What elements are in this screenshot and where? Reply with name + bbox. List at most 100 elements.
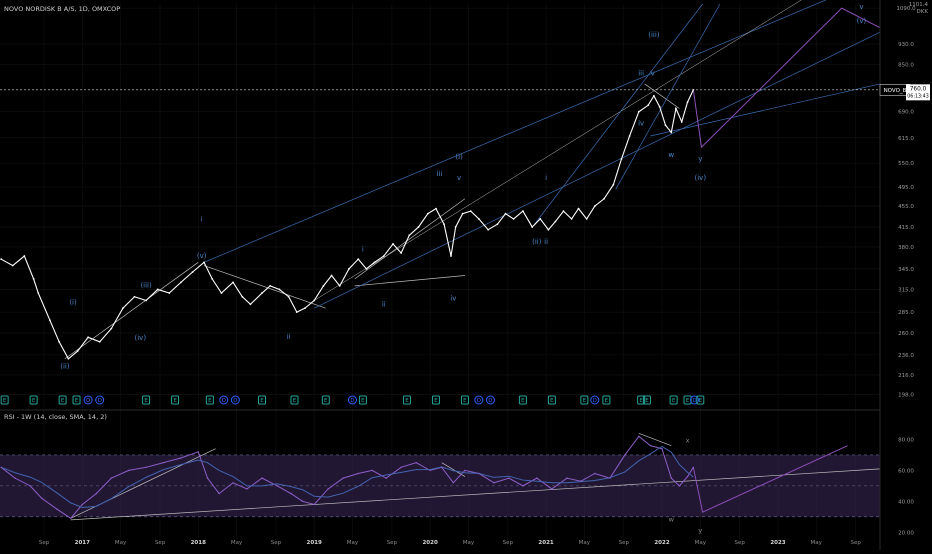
price-point: [220, 292, 223, 294]
price-tick-label: 236.0: [898, 353, 914, 359]
earnings-badge-icon: [29, 395, 38, 405]
price-tick-label: 345.0: [898, 267, 914, 273]
price-point: [570, 218, 573, 220]
rsi-panel: [0, 454, 880, 518]
wave-label: v: [457, 174, 461, 182]
dividend-badge-icon: [347, 395, 357, 405]
price-point: [392, 243, 394, 245]
price-point: [426, 212, 429, 215]
wave-label: (ii): [60, 363, 70, 371]
price-point: [133, 295, 136, 298]
wave-label: y: [698, 155, 702, 163]
rsi-point: [415, 461, 417, 464]
price-point: [554, 220, 557, 223]
event-badge: E: [321, 395, 330, 405]
wave-label: (iv): [695, 174, 707, 182]
dividend-badge-text: D: [233, 398, 237, 404]
price-point: [512, 218, 515, 220]
rsi-point: [206, 477, 209, 479]
earnings-badge-icon: [460, 395, 469, 405]
wave-label: (iii): [648, 31, 660, 39]
price-point: [680, 120, 683, 123]
rsi-ma-line: [0, 445, 694, 509]
rsi-point: [29, 485, 31, 487]
rsi-tick-label: 80.00: [898, 437, 914, 443]
earnings-badge-icon: [72, 395, 81, 405]
price-tag-value: 760.0: [910, 86, 927, 92]
price-point: [373, 261, 376, 264]
rsi-point: [342, 477, 344, 479]
price-tick-label: 1090.0: [896, 6, 916, 12]
dividend-badge-icon: [230, 395, 240, 405]
rsi-point: [609, 477, 611, 479]
trendline-channel-bottom: [354, 275, 465, 287]
rsi-point: [692, 466, 695, 469]
price-point: [313, 299, 316, 302]
price-point: [603, 197, 605, 200]
dividend-badge-icon: [485, 395, 495, 405]
price-point: [58, 340, 61, 343]
price-point: [191, 271, 194, 274]
earnings-badge-icon: [580, 395, 589, 405]
event-badge: E: [258, 395, 267, 405]
wave-label: iii: [436, 170, 442, 178]
rsi-point: [261, 477, 263, 479]
time-tick-label: Sep: [39, 540, 50, 546]
rsi-point: [197, 451, 199, 453]
price-point: [357, 258, 360, 261]
price-point: [382, 255, 385, 257]
price-point: [612, 183, 615, 186]
earnings-badge-icon: [205, 395, 214, 405]
earnings-badge-icon: [431, 395, 440, 405]
rsi-point: [441, 466, 443, 469]
price-point: [675, 107, 677, 110]
earnings-badge-text: E: [208, 398, 212, 404]
rsi-point: [70, 517, 72, 520]
rsi-tick-label: 40.00: [898, 499, 914, 505]
event-badge: E: [358, 395, 367, 405]
event-badge: E: [171, 395, 180, 405]
trendline-wave-iv: [644, 83, 680, 109]
rsi-point: [276, 485, 278, 487]
price-point: [585, 218, 588, 220]
event-badge: E: [0, 395, 9, 405]
rsi-point: [145, 466, 147, 469]
price-point: [261, 292, 263, 294]
wave-label: ii: [382, 301, 386, 309]
rsi-point: [371, 469, 373, 472]
price-tick-label: 216.0: [898, 373, 914, 379]
event-badge: E: [580, 395, 589, 405]
rsi-forecast-path: [692, 445, 848, 513]
rsi-trendline-peak: [638, 432, 672, 446]
price-point: [76, 350, 79, 352]
price-point: [168, 292, 171, 294]
earnings-badge-text: E: [75, 398, 79, 404]
rsi-point: [566, 477, 568, 479]
earnings-badge-text: E: [293, 398, 297, 404]
price-point: [593, 205, 596, 208]
price-point: [287, 295, 290, 298]
rsi-point: [56, 508, 58, 510]
event-badge: D: [230, 395, 240, 405]
rsi-title: RSI - 1W (14, close, SMA, 14, 2): [4, 413, 107, 421]
price-point: [278, 288, 281, 291]
rsi-point: [624, 454, 626, 456]
time-tick-label: Sep: [155, 540, 166, 546]
wave-label: (ii): [532, 238, 542, 246]
current-price-marker[interactable]: NOVO_B 760.0 06:13:43: [0, 84, 930, 101]
event-badge: D: [83, 395, 93, 405]
time-tick-label: Sep: [619, 540, 630, 546]
earnings-badge-text: E: [672, 398, 676, 404]
dividend-badge-text: D: [477, 398, 481, 404]
price-tick-label: 690.0: [898, 110, 914, 116]
earnings-badge-icon: [258, 395, 267, 405]
earnings-badge-icon: [171, 395, 180, 405]
trendline-wave-i: [64, 262, 199, 360]
rsi-point: [246, 488, 248, 490]
time-tick-label: May: [579, 540, 591, 546]
earnings-badge-icon: [547, 395, 556, 405]
